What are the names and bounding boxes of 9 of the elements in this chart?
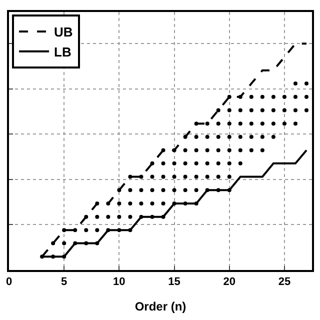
legend-label: UB [54,24,73,40]
x-tick-label: 10 [113,276,126,288]
legend-label: LB [54,44,72,60]
x-tick-label: 25 [278,276,291,288]
x-tick-label: 5 [61,276,68,288]
x-tick-label: 15 [168,276,180,288]
x-axis-title: Order (n) [134,300,186,314]
x-tick-label: 20 [223,276,236,288]
x-tick-label: 0 [6,276,12,288]
